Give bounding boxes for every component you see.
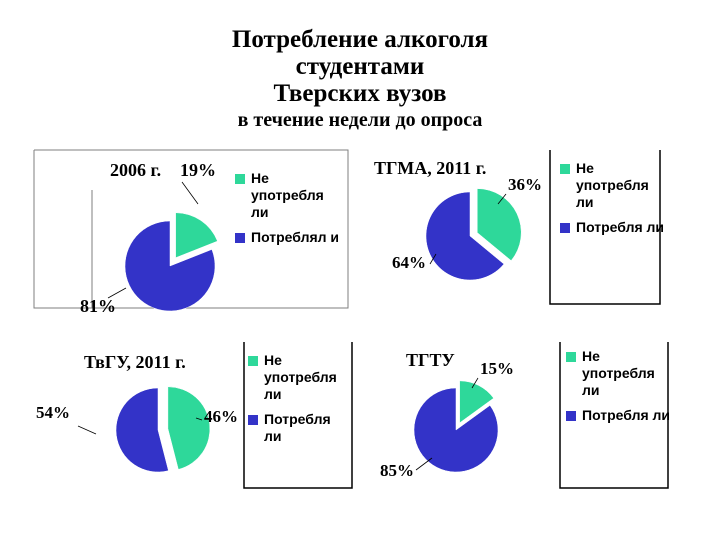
chart-frame bbox=[33, 149, 349, 309]
legend-label: Потребля ли bbox=[264, 411, 331, 444]
legend-item-abstain: Не употребля ли bbox=[248, 352, 352, 403]
pie-slice-abstain bbox=[476, 188, 522, 261]
data-label-abstain: 46% bbox=[204, 407, 238, 426]
legend-item-abstain: Не употребля ли bbox=[235, 170, 345, 221]
chart-panel-4: ТГТУ 15% 85% Не употребля ли Потребля ли bbox=[376, 338, 676, 489]
pie-slice-abstain bbox=[175, 212, 218, 259]
legend-item-drink: Потребля ли bbox=[560, 219, 665, 236]
chart-legend: Не употребля ли Потребля ли bbox=[560, 160, 665, 244]
legend-frame bbox=[549, 150, 661, 305]
pie-slice-drink bbox=[425, 191, 505, 281]
legend-swatch bbox=[248, 356, 258, 366]
legend-label: Не употребля ли bbox=[264, 352, 337, 402]
page-subtitle: в течение недели до опроса bbox=[237, 109, 483, 131]
chart-title: ТГМА, 2011 г. bbox=[374, 158, 486, 178]
page-title-line-1: Потребление алкоголя bbox=[231, 26, 489, 53]
legend-swatch bbox=[248, 415, 258, 425]
legend-swatch bbox=[560, 164, 570, 174]
leader-line bbox=[195, 417, 203, 421]
page-title-line-3: Тверских вузов bbox=[273, 80, 447, 107]
legend-item-drink: Потребля ли bbox=[248, 411, 352, 445]
chart-panel-1: 2006 г. 19% 81% Не употребля ли Потреблял и bbox=[30, 146, 356, 316]
chart-legend: Не употребля ли Потребля ли bbox=[248, 352, 352, 453]
data-label-abstain: 19% bbox=[180, 160, 216, 180]
legend-swatch bbox=[566, 411, 576, 421]
chart-legend: Не употребля ли Потреблял и bbox=[235, 170, 345, 254]
legend-swatch bbox=[560, 223, 570, 233]
title-block: Потребление алкоголя студентами Тверских… bbox=[0, 26, 720, 131]
leader-line bbox=[497, 193, 507, 205]
legend-label: Потребля ли bbox=[582, 407, 671, 423]
page-title-line-2: студентами bbox=[295, 53, 425, 80]
legend-swatch bbox=[566, 352, 576, 362]
leader-line bbox=[181, 181, 199, 205]
legend-item-drink: Потреблял и bbox=[235, 229, 345, 246]
data-label-drink: 85% bbox=[380, 461, 414, 480]
legend-item-abstain: Не употребля ли bbox=[566, 348, 671, 399]
legend-swatch bbox=[235, 174, 245, 184]
leader-line bbox=[415, 457, 433, 471]
legend-label: Не употребля ли bbox=[582, 348, 655, 398]
pie-chart-3: ТвГУ, 2011 г. 46% 54% bbox=[36, 342, 353, 489]
leader-line bbox=[429, 253, 437, 265]
leader-line bbox=[471, 377, 479, 389]
chart-legend: Не употребля ли Потребля ли bbox=[566, 348, 671, 432]
legend-label: Потребля ли bbox=[576, 219, 665, 235]
chart-panel-2: ТГМА, 2011 г. 36% 64% Не употребля ли Потреб… bbox=[370, 146, 670, 308]
chart-panel-3: ТвГУ, 2011 г. 46% 54% Не употребля ли Потреб… bbox=[30, 338, 360, 489]
pie-slice-abstain bbox=[167, 386, 211, 470]
pie-chart-1: 2006 г. 19% 81% bbox=[33, 149, 349, 316]
leader-line bbox=[77, 425, 97, 435]
data-label-drink: 81% bbox=[80, 296, 116, 316]
legend-item-drink: Потребля ли bbox=[566, 407, 671, 424]
pie-chart-2: ТГМА, 2011 г. 36% 64% bbox=[374, 150, 661, 305]
chart-title: 2006 г. bbox=[110, 160, 161, 180]
chart-title: ТвГУ, 2011 г. bbox=[84, 352, 186, 372]
legend-label: Не употребля ли bbox=[576, 160, 649, 210]
data-label-drink: 64% bbox=[392, 253, 426, 272]
legend-swatch bbox=[235, 233, 245, 243]
leader-line bbox=[107, 287, 127, 299]
pie-slice-abstain bbox=[459, 380, 494, 424]
pie-slice-drink bbox=[413, 387, 499, 473]
legend-label: Потреблял и bbox=[251, 229, 340, 245]
legend-item-abstain: Не употребля ли bbox=[560, 160, 665, 211]
pie-chart-4: ТГТУ 15% 85% bbox=[380, 342, 669, 489]
legend-label: Не употребля ли bbox=[251, 170, 324, 220]
pie-slice-drink bbox=[124, 220, 216, 312]
legend-frame bbox=[559, 342, 669, 489]
legend-frame bbox=[243, 342, 353, 489]
pie-slice-drink bbox=[115, 387, 169, 473]
data-label-drink: 54% bbox=[36, 403, 70, 422]
chart-title: ТГТУ bbox=[406, 350, 455, 370]
data-label-abstain: 15% bbox=[480, 359, 514, 378]
data-label-abstain: 36% bbox=[508, 175, 542, 194]
